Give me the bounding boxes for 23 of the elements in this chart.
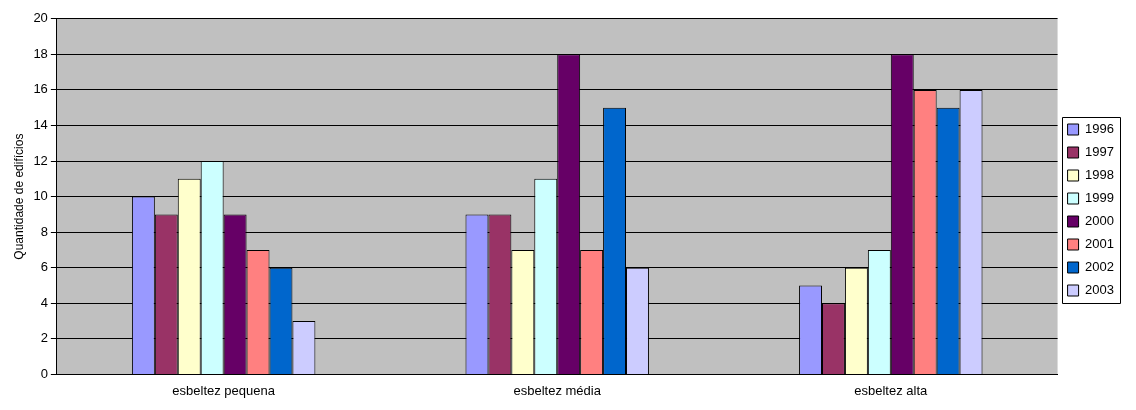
y-tick-label: 12	[33, 152, 48, 168]
x-tick-label: esbeltez média	[513, 382, 602, 398]
legend-label: 2001	[1085, 236, 1114, 252]
y-tick-label: 20	[33, 10, 48, 26]
legend-label: 1998	[1085, 167, 1114, 183]
y-tick-label: 2	[40, 330, 48, 346]
x-tick-label: esbeltez alta	[854, 382, 929, 398]
y-tick-label: 16	[33, 81, 48, 97]
legend-label: 1999	[1085, 190, 1114, 206]
legend-label: 2002	[1085, 259, 1114, 275]
y-tick-label: 6	[40, 259, 48, 275]
y-axis-title: Quantidade de edifícios	[11, 133, 26, 260]
legend-label: 1996	[1085, 121, 1114, 137]
y-tick-label: 10	[33, 188, 48, 204]
y-tick-label: 18	[33, 45, 48, 61]
y-tick-label: 8	[40, 223, 48, 239]
y-tick-label: 4	[40, 294, 48, 310]
y-tick-label: 0	[40, 365, 48, 381]
x-tick-label: esbeltez pequena	[172, 382, 276, 398]
y-tick-label: 14	[33, 117, 48, 133]
legend-label: 1997	[1085, 144, 1114, 160]
legend-label: 2000	[1085, 213, 1114, 229]
legend-label: 2003	[1085, 282, 1114, 298]
